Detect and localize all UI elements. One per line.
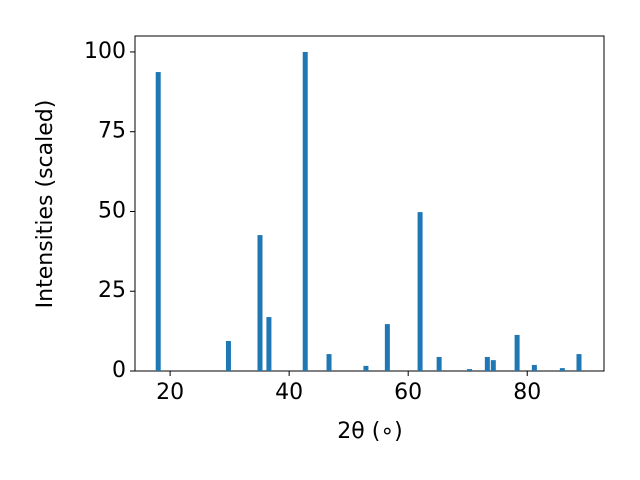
- bar: [326, 354, 332, 371]
- bar: [490, 360, 496, 371]
- bar: [363, 365, 369, 371]
- x-tick-label: 20: [156, 380, 184, 405]
- bar: [531, 364, 537, 371]
- plot-frame: [134, 35, 605, 372]
- bar: [466, 369, 472, 371]
- bar: [559, 368, 565, 371]
- y-tick-label: 0: [112, 358, 126, 383]
- bar: [225, 341, 231, 371]
- bar: [384, 324, 390, 371]
- y-tick-label: 25: [98, 278, 126, 303]
- y-tick-label: 75: [98, 119, 126, 144]
- x-axis-label: 2θ (∘): [337, 419, 402, 444]
- y-axis-label: Intensities (scaled): [33, 100, 58, 309]
- bar: [266, 317, 272, 371]
- x-tick-label: 80: [513, 380, 541, 405]
- bar: [417, 212, 423, 371]
- bar: [257, 235, 263, 371]
- y-tick-label: 50: [98, 198, 126, 223]
- bar: [514, 334, 520, 371]
- bar: [484, 356, 490, 371]
- bar: [155, 72, 161, 372]
- bar: [302, 51, 308, 371]
- x-tick-label: 40: [275, 380, 303, 405]
- bar: [576, 354, 582, 371]
- y-tick-label: 100: [84, 39, 126, 64]
- x-tick-label: 60: [394, 380, 422, 405]
- bar: [436, 356, 442, 371]
